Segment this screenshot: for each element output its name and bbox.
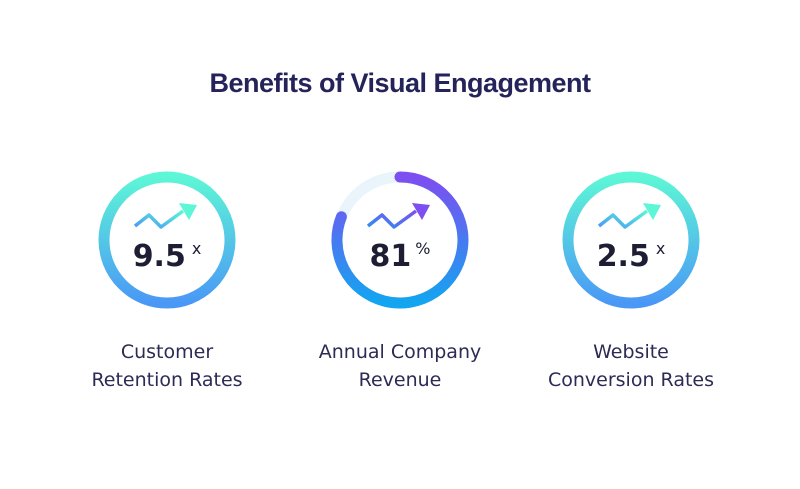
label-line: Website [593,341,669,363]
unit: % [415,239,430,258]
label-line: Annual Company [319,341,481,363]
ring [562,171,700,309]
stat-value: 81% [370,239,431,274]
unit: x [656,239,665,258]
label-line: Revenue [359,369,442,391]
stat-card: 2.5 x Website Conversion Rates [548,171,714,391]
unit: x [192,239,201,258]
value: 2.5 [597,239,650,274]
trend-icon [133,203,197,229]
stat-card: 9.5 x Customer Retention Rates [91,171,243,391]
value: 9.5 [133,239,186,274]
label-line: Retention Rates [91,369,242,391]
ring-progress [331,171,469,309]
trend-icon [366,203,430,229]
title: Benefits of Visual Engagement [209,68,591,98]
stat-card: 81% Annual Company Revenue [319,171,481,391]
ring [98,171,236,309]
trend-icon [597,203,661,229]
stat-value: 2.5 x [597,239,666,274]
stat-value: 9.5 x [133,239,202,274]
value: 81 [370,239,412,274]
label-line: Conversion Rates [548,369,714,391]
label-line: Customer [121,341,213,363]
